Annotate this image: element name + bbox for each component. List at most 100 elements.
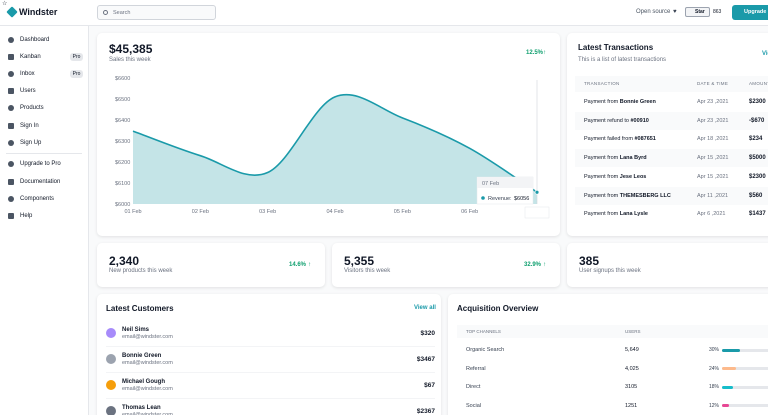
heart-icon: ♥ [673, 9, 677, 15]
search-box[interactable]: Search [97, 5, 216, 20]
y-tick-label: $6200 [115, 160, 130, 166]
customer-name: Bonnie Green [122, 353, 162, 359]
share-bar [722, 385, 733, 389]
share-track [722, 367, 768, 370]
column-header: AMOUNT [749, 81, 768, 86]
sales-caption: Sales this week [109, 57, 151, 63]
nav-item[interactable]: Sign Up [20, 140, 42, 146]
row-stripe [575, 186, 768, 205]
nav-item[interactable]: Upgrade to Pro [20, 161, 61, 167]
share-track [722, 404, 768, 407]
channel: Direct [466, 384, 481, 390]
nav-item[interactable]: Components [20, 196, 55, 202]
transaction-amount: $2300 [749, 173, 766, 180]
up-arrow: ↑ [308, 262, 311, 268]
stat-change: 14.6% [289, 262, 307, 268]
transaction-text: Payment from [584, 173, 619, 180]
nav-item[interactable]: Inbox [20, 71, 35, 77]
row-divider [106, 398, 435, 399]
view-all[interactable]: View all [414, 305, 436, 311]
share-label: 24% [709, 365, 720, 372]
transaction-amount: $234 [749, 136, 763, 143]
nav-item[interactable]: Sign In [20, 123, 39, 129]
share-label: 12% [709, 402, 720, 409]
pro-badge: Pro [70, 53, 83, 61]
transaction-party: #00910 [630, 117, 649, 124]
stat-card [97, 243, 325, 287]
transactions-title: Latest Transactions [578, 43, 654, 52]
transaction-date: Apr 18 ,2021 [697, 136, 729, 143]
x-tick-label: 05 Feb [394, 209, 411, 215]
x-tick-label: 01 Feb [124, 209, 141, 215]
nav-icon [8, 196, 14, 202]
transaction-desc: Payment from Jese Leos [584, 173, 646, 181]
open-source-link[interactable]: Open source [636, 9, 671, 15]
y-tick-label: $6100 [115, 181, 130, 187]
transaction-desc: Payment from THEMESBERG LLC [584, 192, 671, 200]
share-label: 18% [709, 384, 720, 390]
tooltip-value: $6056 [514, 196, 529, 202]
point [534, 189, 540, 195]
customer-email: email@windster.com [122, 360, 173, 366]
table-head [575, 76, 768, 92]
star-button[interactable]: Star [685, 7, 710, 17]
star-count: 863 [713, 9, 722, 15]
transaction-desc: Payment from Lana Lysle [584, 210, 648, 218]
transaction-party: #087651 [634, 136, 656, 143]
stat-change: 32.9% [524, 262, 542, 268]
nav-item[interactable]: Products [20, 105, 44, 111]
transaction-amount: -$670 [749, 117, 765, 124]
nav-item[interactable]: Kanban [20, 54, 41, 60]
nav-icon [8, 140, 14, 146]
channel: Referral [466, 365, 486, 372]
sidebar [0, 26, 89, 415]
nav-item[interactable]: Dashboard [20, 37, 50, 43]
transaction-date: Apr 23 ,2021 [697, 117, 729, 124]
transaction-party: THEMESBERG LLC [619, 192, 671, 199]
row-divider [106, 372, 435, 373]
star-label: Star [695, 9, 705, 15]
x-tick-label: 03 Feb [259, 209, 276, 215]
x-tick-label: 02 Feb [192, 209, 209, 215]
transaction-desc: Payment refund to #00910 [584, 117, 649, 125]
avatar [106, 354, 116, 364]
customer-name: Michael Gough [122, 379, 166, 385]
nav-item[interactable]: Help [20, 213, 33, 219]
tooltip-head [477, 177, 533, 188]
nav-item[interactable]: Users [20, 88, 36, 94]
transaction-party: Bonnie Green [619, 99, 656, 105]
customer-email: email@windster.com [122, 334, 173, 340]
stat-caption: User signups this week [579, 268, 641, 274]
transaction-text: Payment from [584, 192, 619, 199]
nav-icon [8, 161, 14, 167]
nav-icon [8, 54, 14, 60]
nav-item[interactable]: Documentation [20, 179, 61, 185]
tooltip-title: 07 Feb [482, 181, 499, 187]
view-all[interactable]: View all [762, 51, 768, 57]
transaction-text: Payment from [584, 155, 619, 162]
acquisition-title: Acquisition Overview [457, 304, 539, 313]
transaction-text: Payment from [584, 211, 619, 218]
up-arrow: ↑ [543, 50, 546, 56]
transaction-date: Apr 23 ,2021 [697, 99, 729, 105]
star-icon: ☆ [2, 1, 8, 7]
share-bar [722, 348, 740, 352]
nav-icon [8, 88, 14, 94]
customers-card [97, 294, 441, 415]
upgrade-button[interactable]: Upgrade [732, 5, 768, 20]
avatar [106, 406, 116, 415]
line [132, 94, 538, 193]
customers-title: Latest Customers [106, 304, 174, 313]
x-hover-label-bg [524, 206, 550, 219]
transaction-party: Lana Lysle [619, 211, 648, 218]
customer-name: Thomas Lean [122, 405, 161, 411]
channel: Social [466, 402, 481, 409]
y-tick-label: $6600 [115, 76, 130, 82]
transaction-party: Jese Leos [619, 173, 647, 180]
customer-email: email@windster.com [122, 412, 173, 415]
y-tick-label: $6300 [115, 139, 130, 145]
channel-users: 4,025 [625, 365, 639, 372]
stat-caption: New products this week [109, 268, 173, 274]
channel-users: 3105 [625, 384, 638, 390]
column-header: USERS [625, 329, 641, 334]
